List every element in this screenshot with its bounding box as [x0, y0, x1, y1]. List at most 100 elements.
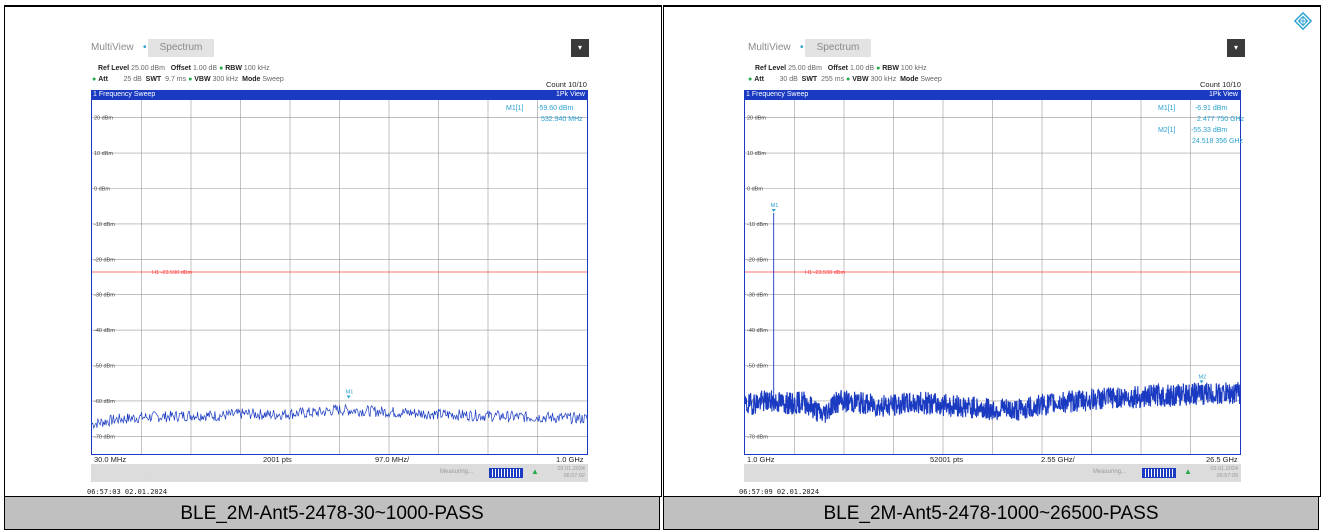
measuring-status: Measuring...	[1093, 469, 1127, 475]
status-indicator-icon: ·	[799, 471, 801, 477]
sweep-points: 2001 pts	[263, 455, 292, 464]
vbw-label: VBW	[852, 76, 869, 83]
att-label: Att	[754, 76, 764, 83]
capture-timestamp: 06:57:09 02.01.2024	[739, 488, 820, 496]
vbw-coupled-dot-icon: ●	[188, 76, 193, 83]
y-tick-label: -20 dBm	[747, 257, 768, 263]
y-tick-label: -10 dBm	[747, 222, 768, 228]
rbw-coupled-dot-icon: ●	[219, 65, 224, 72]
offset-label: Offset	[827, 65, 849, 72]
y-tick-label: -20 dBm	[94, 257, 115, 263]
mode-value: Sweep	[262, 76, 284, 83]
mode-value: Sweep	[920, 76, 942, 83]
marker-readout-label: M1[1]	[506, 105, 524, 112]
marker-label: M2	[1199, 374, 1207, 380]
rohde-schwarz-logo-icon	[1294, 12, 1312, 30]
freq-footer: 30.0 MHz 2001 pts 97.0 MHz/ 1.0 GHz	[91, 455, 588, 464]
marker-readout-m2: M2[1] -55.33 dBm	[1158, 127, 1227, 134]
y-tick-label: 0 dBm	[747, 187, 763, 193]
rbw-value: 100 kHz	[243, 65, 270, 72]
rbw-label: RBW	[225, 65, 242, 72]
vbw-value: 300 kHz	[212, 76, 239, 83]
status-time: 06:57:02	[563, 473, 585, 479]
mode-label: Mode	[900, 76, 919, 83]
status-indicator-icon: ·	[146, 471, 148, 477]
progress-bars-icon	[489, 468, 523, 478]
marker-readout-value: -55.33 dBm	[1191, 127, 1228, 134]
param-row-2: ● Att 30 dB SWT 255 ms ● VBW 300 kHz Mod…	[748, 76, 942, 83]
freq-span-per-div: 97.0 MHz/	[375, 455, 410, 464]
marker-readout-label: M2[1]	[1158, 127, 1176, 134]
status-time: 06:57:09	[1216, 473, 1238, 479]
marker-readout-value: -59.60 dBm	[537, 105, 574, 112]
marker-readout-m2-freq: 24.518 356 GHz	[1192, 138, 1243, 145]
status-bar: · Measuring... ▲ 02.01.2024 06:57:09	[744, 464, 1241, 482]
top-rule	[5, 6, 661, 7]
sweep-title: 1 Frequency Sweep	[746, 91, 809, 98]
swt-value: 9.7 ms	[165, 76, 187, 83]
y-tick-label: -40 dBm	[94, 328, 115, 334]
status-date: 02.01.2024	[557, 466, 585, 472]
swt-label: SWT	[801, 76, 818, 83]
vbw-coupled-dot-icon: ●	[846, 76, 851, 83]
marker-readout-m1-freq: 2.477 750 GHz	[1197, 116, 1245, 123]
status-bar: · Measuring... ▲ 02.01.2024 06:57:02	[91, 464, 588, 482]
rbw-label: RBW	[882, 65, 899, 72]
tab-multiview[interactable]: MultiView	[748, 42, 791, 53]
limit-line-label: H1 -23.590 dBm	[805, 270, 845, 276]
tab-bar: MultiView • Spectrum	[91, 39, 588, 59]
view-mode: 1Pk View	[1208, 91, 1238, 98]
y-tick-label: -70 dBm	[94, 434, 115, 440]
progress-bars-icon	[1142, 468, 1176, 478]
spectrum-chart-right: 20 dBm 10 dBm 0 dBm -10 dBm -20 dBm -30 dBm -4…	[745, 100, 1240, 454]
offset-value: 1.00 dB	[849, 65, 875, 72]
swt-label: SWT	[145, 76, 162, 83]
measuring-status: Measuring...	[440, 469, 474, 475]
marker-triangle-icon	[771, 208, 776, 212]
tab-active-dot-icon: •	[143, 42, 147, 53]
att-value: 25 dB	[123, 76, 142, 83]
ref-level-label: Ref Level	[98, 65, 130, 72]
y-tick-label: 0 dBm	[94, 187, 110, 193]
ref-level-label: Ref Level	[755, 65, 787, 72]
y-tick-label: 10 dBm	[747, 151, 766, 157]
sweep-count: Count 10/10	[1200, 80, 1241, 89]
plot-area-left[interactable]: 20 dBm 10 dBm 0 dBm -10 dBm -20 dBm -30 dBm -4…	[91, 99, 588, 455]
sweep-points: 52001 pts	[930, 455, 963, 464]
rbw-value: 100 kHz	[900, 65, 927, 72]
ref-level-value: 25.00 dBm	[131, 65, 165, 72]
att-label: Att	[98, 76, 108, 83]
att-value: 30 dB	[779, 76, 798, 83]
marker-readout-label: M1[1]	[1158, 105, 1176, 112]
y-tick-label: -10 dBm	[94, 222, 115, 228]
tab-bar: MultiView • Spectrum	[748, 39, 1245, 59]
freq-footer: 1.0 GHz 52001 pts 2.55 GHz/ 26.5 GHz	[744, 455, 1241, 464]
status-datetime: 02.01.2024 06:57:09	[1202, 466, 1238, 480]
sweep-count: Count 10/10	[546, 80, 587, 89]
y-tick-label: -70 dBm	[747, 434, 768, 440]
param-row-2: ● Att 25 dB SWT 9.7 ms ● VBW 300 kHz Mod…	[92, 76, 284, 83]
tab-spectrum[interactable]: Spectrum	[148, 39, 214, 57]
spectrum-trace	[745, 382, 1240, 423]
marker-readout-m1: M1[1] -59.60 dBm	[506, 105, 573, 112]
start-frequency: 1.0 GHz	[747, 455, 775, 464]
rbw-coupled-dot-icon: ●	[876, 65, 881, 72]
marker-label: M1	[346, 389, 354, 395]
top-rule	[664, 6, 1320, 7]
plot-area-right[interactable]: 20 dBm 10 dBm 0 dBm -10 dBm -20 dBm -30 dBm -4…	[744, 99, 1241, 455]
y-tick-label: -60 dBm	[94, 399, 115, 405]
y-tick-label: 20 dBm	[747, 116, 766, 122]
menu-button[interactable]: ▾	[1227, 39, 1245, 57]
marker-label: M1	[771, 203, 779, 209]
network-icon: ▲	[531, 467, 539, 476]
tab-multiview[interactable]: MultiView	[91, 42, 134, 53]
tab-active-dot-icon: •	[800, 42, 804, 53]
marker-triangle-icon	[1199, 380, 1204, 384]
menu-button[interactable]: ▾	[571, 39, 589, 57]
capture-timestamp: 06:57:03 02.01.2024	[87, 488, 168, 496]
marker-readout-m1-freq: 532.940 MHz	[541, 116, 583, 123]
tab-spectrum[interactable]: Spectrum	[805, 39, 871, 57]
status-datetime: 02.01.2024 06:57:02	[549, 466, 585, 480]
network-icon: ▲	[1184, 467, 1192, 476]
